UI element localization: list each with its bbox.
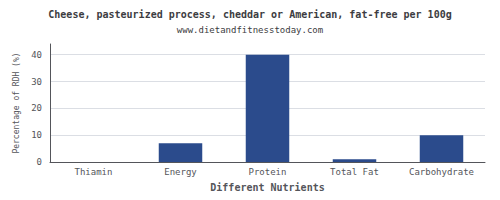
svg-text:Thiamin: Thiamin [75, 167, 113, 177]
svg-text:20: 20 [31, 103, 42, 113]
svg-text:Cheese, pasteurized process, c: Cheese, pasteurized process, cheddar or … [48, 9, 451, 20]
svg-text:30: 30 [31, 77, 42, 87]
svg-text:10: 10 [31, 130, 42, 140]
svg-text:Protein: Protein [249, 167, 287, 177]
svg-text:Total Fat: Total Fat [330, 167, 379, 177]
svg-text:www.dietandfitnesstoday.com: www.dietandfitnesstoday.com [177, 25, 323, 35]
svg-text:0: 0 [37, 157, 42, 167]
svg-text:Percentage of RDH (%): Percentage of RDH (%) [12, 52, 21, 153]
svg-text:40: 40 [31, 50, 42, 60]
svg-text:Energy: Energy [164, 167, 197, 177]
svg-text:Carbohydrate: Carbohydrate [409, 167, 474, 177]
svg-text:Different Nutrients: Different Nutrients [210, 182, 324, 193]
